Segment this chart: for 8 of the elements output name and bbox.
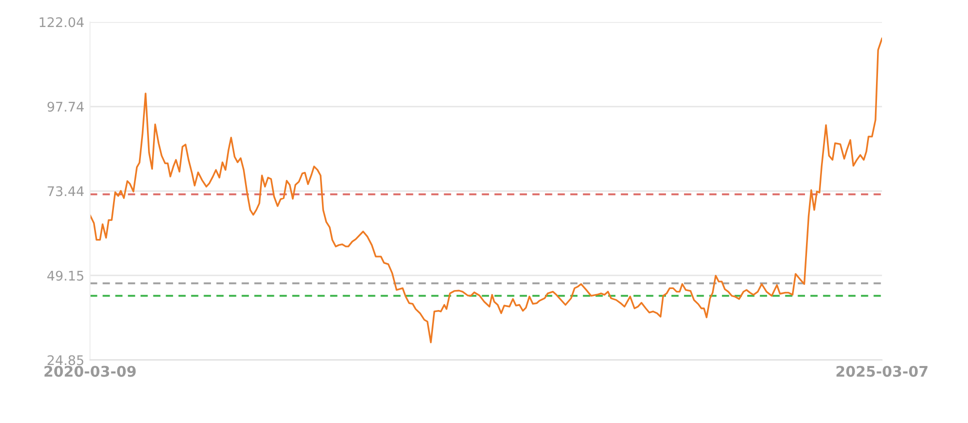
- y-tick-label: 122.04: [40, 17, 84, 28]
- x-tick-label: 2020-03-09: [44, 366, 136, 377]
- y-tick-label: 49.15: [47, 270, 84, 281]
- y-tick-label: 73.44: [48, 186, 84, 196]
- line-series: [90, 38, 882, 344]
- x-tick-label: 2025-03-07: [836, 366, 928, 377]
- y-tick-label: 24.85: [48, 355, 84, 366]
- y-tick-label: 97.74: [48, 102, 84, 112]
